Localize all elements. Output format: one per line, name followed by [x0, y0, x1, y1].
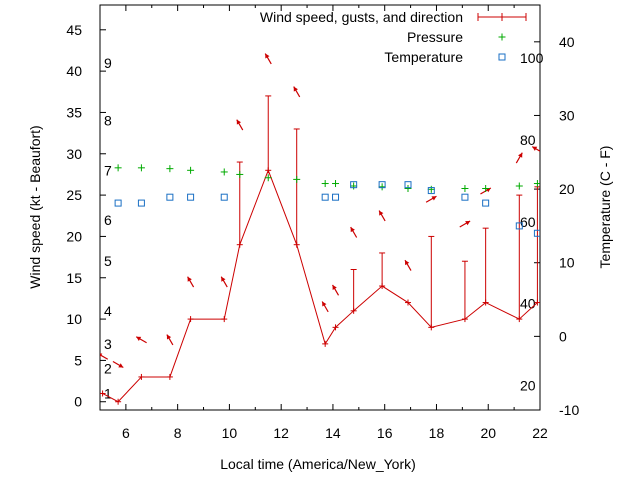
wind-direction-arrowhead [187, 276, 192, 282]
fahrenheit-label: 100 [520, 50, 544, 66]
wind-direction-arrowhead [518, 152, 523, 158]
y-tick-label: 20 [66, 228, 82, 244]
wind-direction-arrowhead [236, 119, 242, 125]
wind-direction-arrowhead [485, 187, 491, 193]
wind-direction-arrowhead [265, 53, 270, 59]
beaufort-label: 8 [104, 113, 112, 129]
temperature-point [166, 193, 174, 201]
beaufort-label: 1 [104, 385, 112, 401]
wind-direction-arrow [100, 354, 109, 360]
plot-frame [99, 4, 541, 411]
wind-direction-arrowhead [465, 221, 471, 226]
wind-series [100, 53, 540, 405]
temperature-point [321, 193, 329, 201]
wind-direction-arrowhead [532, 146, 538, 151]
legend-label-pressure: Pressure [407, 29, 463, 45]
legend-label-temperature: Temperature [384, 49, 463, 65]
wind-direction-arrowhead [136, 336, 142, 342]
temperature-point [114, 199, 122, 207]
fahrenheit-label: 40 [520, 296, 536, 312]
fahrenheit-label: 60 [520, 214, 536, 230]
temperature-point [482, 199, 490, 207]
temperature-point [461, 193, 469, 201]
x-tick-label: 6 [122, 425, 130, 441]
beaufort-label: 7 [104, 162, 112, 178]
axes: 6 8 10 12 14 16 18 20 22051015202530354045-10010… [27, 4, 613, 472]
series [100, 53, 540, 405]
fahrenheit-label: 80 [520, 132, 536, 148]
wind-direction-arrowhead [332, 284, 337, 290]
temperature-point [187, 193, 195, 201]
temperature-point [515, 222, 523, 230]
temperature-point [427, 187, 435, 195]
temperature-point [350, 181, 358, 189]
y-tick-label: 35 [66, 104, 82, 120]
y2-tick-label: 20 [559, 181, 575, 197]
x-axis-title: Local time (America/New_York) [220, 456, 416, 472]
y-tick-label: 40 [66, 63, 82, 79]
wind-speed-line [102, 168, 538, 403]
temperature-point [220, 193, 228, 201]
y-tick-label: 30 [66, 146, 82, 162]
wind-direction-arrowhead [379, 210, 384, 216]
wind-direction-arrowhead [350, 227, 355, 233]
y-tick-label: 5 [74, 352, 82, 368]
beaufort-label: 6 [104, 212, 112, 228]
temperature-point [404, 181, 412, 189]
beaufort-label: 3 [104, 336, 112, 352]
x-tick-label: 14 [325, 425, 341, 441]
wind-direction-arrowhead [221, 276, 226, 282]
wind-direction-arrowhead [431, 196, 437, 201]
wind-direction-arrowhead [322, 301, 327, 307]
wind-direction-arrowhead [293, 86, 298, 92]
legend: Wind speed, gusts, and direction Pressure… [260, 9, 527, 65]
temperature-series [114, 181, 540, 237]
x-tick-label: 18 [429, 425, 445, 441]
x-tick-label: 16 [377, 425, 393, 441]
wind-direction-arrowhead [100, 353, 103, 358]
wind-direction-arrowhead [166, 334, 172, 340]
fahrenheit-label: 20 [520, 377, 536, 393]
temperature-point [332, 193, 340, 201]
y2-tick-label: 40 [559, 34, 575, 50]
x-tick-label: 8 [174, 425, 182, 441]
wind-direction-arrowhead [405, 260, 410, 266]
y-axis-title: Wind speed (kt - Beaufort) [27, 125, 43, 288]
y-tick-label: 25 [66, 187, 82, 203]
x-tick-label: 20 [480, 425, 496, 441]
y-tick-label: 15 [66, 270, 82, 286]
y-tick-label: 0 [74, 394, 82, 410]
y2-axis-title: Temperature (C - F) [597, 146, 613, 269]
pressure-series [114, 164, 540, 193]
beaufort-label: 5 [104, 253, 112, 269]
legend-label-wind: Wind speed, gusts, and direction [260, 9, 463, 25]
temperature-point [378, 181, 386, 189]
y2-tick-label: 30 [559, 107, 575, 123]
temperature-point [137, 199, 145, 207]
beaufort-label: 4 [104, 303, 112, 319]
x-tick-label: 22 [532, 425, 548, 441]
beaufort-label: 2 [104, 361, 112, 377]
y2-tick-label: -10 [559, 402, 579, 418]
beaufort-label: 9 [104, 55, 112, 71]
temperature-point [533, 229, 540, 237]
y2-tick-label: 0 [559, 328, 567, 344]
y-tick-label: 45 [66, 22, 82, 38]
y-tick-label: 10 [66, 311, 82, 327]
x-tick-label: 12 [273, 425, 289, 441]
x-tick-label: 10 [222, 425, 238, 441]
wind-direction-arrowhead [118, 363, 124, 368]
y2-tick-label: 10 [559, 255, 575, 271]
legend-swatch-temperature [498, 53, 506, 61]
